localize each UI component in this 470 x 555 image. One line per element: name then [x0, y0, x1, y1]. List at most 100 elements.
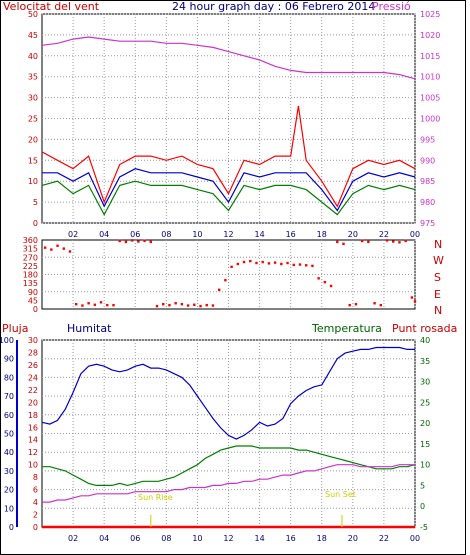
direction-point	[143, 239, 146, 242]
direction-point	[367, 240, 370, 244]
direction-tick-label: 225	[23, 262, 38, 271]
humidity-tick-label: 90	[4, 355, 14, 364]
humidity-tick-label: 20	[4, 486, 14, 495]
direction-point	[149, 240, 152, 244]
pressure-tick-label: 995	[420, 135, 435, 144]
direction-point	[193, 303, 196, 306]
pressure-tick-label: 1015	[420, 52, 440, 61]
direction-label-n-top: N	[434, 238, 442, 251]
direction-point	[217, 288, 221, 292]
rain-tick-label: 12	[28, 448, 38, 457]
wind-x-tick-label: 20	[348, 230, 358, 239]
temperature-tick-label: 20	[420, 419, 430, 428]
bottom-x-tick-label: 04	[99, 534, 109, 543]
dewpoint-label: Punt rosada	[392, 322, 457, 335]
direction-point	[124, 240, 128, 244]
temperature-tick-label: 5	[420, 481, 425, 490]
temperature-line	[42, 445, 416, 487]
wind-x-tick-label: 18	[317, 230, 327, 239]
direction-point	[174, 302, 177, 305]
direction-point	[280, 262, 283, 266]
wind-tick-label: 35	[28, 73, 38, 82]
humidity-tick-label: 70	[4, 392, 14, 401]
direction-point	[305, 264, 308, 267]
pressure-tick-label: 975	[420, 219, 435, 228]
direction-tick-label: 0	[33, 305, 38, 314]
pressure-tick-label: 1025	[420, 10, 440, 19]
direction-point	[373, 302, 376, 305]
direction-point	[56, 244, 59, 247]
temperature-tick-label: 30	[420, 378, 430, 387]
pressure-tick-label: 1020	[420, 31, 440, 40]
direction-point	[236, 262, 240, 266]
direction-tick-label: 45	[28, 296, 38, 305]
rain-tick-label: 14	[28, 436, 38, 445]
wind-tick-label: 50	[28, 10, 38, 19]
direction-point	[410, 296, 414, 299]
temperature-tick-label: 25	[420, 398, 430, 407]
wind-mean-line	[42, 168, 416, 212]
direction-point	[99, 301, 103, 304]
temperature-tick-label: 35	[420, 357, 430, 366]
wind-tick-label: 45	[28, 31, 38, 40]
humidity-tick-label: 0	[9, 523, 14, 532]
rain-tick-label: 10	[28, 461, 38, 470]
rain-tick-label: 28	[28, 348, 38, 357]
temperature-tick-label: 0	[420, 502, 425, 511]
direction-point	[118, 239, 121, 243]
direction-point	[298, 263, 302, 266]
bottom-x-tick-label: 20	[348, 534, 358, 543]
axis-labels: 0510152025303540455097598098599099510001…	[0, 10, 440, 543]
direction-point	[155, 304, 159, 308]
direction-point	[329, 284, 333, 288]
direction-point	[348, 303, 351, 307]
direction-tick-label: 315	[23, 245, 38, 254]
wind-gust-line	[41, 105, 416, 208]
rain-tick-label: 6	[33, 486, 38, 495]
wind-tick-label: 30	[28, 94, 38, 103]
direction-point	[317, 277, 320, 280]
bottom-x-tick-label: 08	[161, 534, 171, 543]
rain-tick-label: 26	[28, 361, 38, 370]
direction-point	[273, 261, 277, 264]
rain-tick-label: 24	[28, 373, 38, 382]
direction-point	[261, 260, 264, 264]
bottom-x-tick-label: 16	[286, 534, 296, 543]
direction-point	[267, 262, 271, 265]
bottom-x-tick-label: 14	[254, 534, 264, 543]
direction-point	[93, 303, 97, 306]
direction-point	[379, 303, 383, 307]
wind-average-line	[41, 180, 416, 216]
direction-point	[336, 240, 339, 244]
humidity-tick-label: 60	[4, 411, 14, 420]
direction-point	[224, 279, 227, 282]
wind-tick-label: 0	[33, 219, 38, 228]
wind-x-tick-label: 12	[223, 230, 233, 239]
wind-x-tick-label: 02	[68, 230, 78, 239]
direction-point	[112, 303, 115, 307]
pressure-line	[41, 36, 416, 80]
direction-point	[311, 264, 314, 268]
wind-x-tick-label: 00	[410, 230, 420, 239]
rain-tick-label: 2	[33, 511, 38, 520]
direction-point	[413, 300, 417, 303]
direction-point	[43, 246, 47, 249]
direction-point	[168, 303, 171, 307]
direction-point	[211, 304, 215, 307]
direction-point	[255, 261, 258, 265]
temperature-label: Temperatura	[311, 322, 382, 335]
temperature-tick-label: 10	[420, 461, 430, 470]
direction-tick-label: 90	[28, 288, 38, 297]
bottom-x-tick-label: 12	[223, 534, 233, 543]
wind-x-tick-label: 04	[99, 230, 109, 239]
direction-point	[137, 240, 140, 243]
direction-point	[392, 240, 395, 243]
direction-point	[292, 263, 295, 267]
direction-point	[404, 239, 407, 243]
direction-tick-label: 360	[23, 236, 38, 245]
direction-point	[230, 265, 233, 269]
direction-label-e: E	[434, 288, 441, 301]
wind-x-tick-label: 06	[130, 230, 140, 239]
direction-point	[385, 239, 389, 242]
